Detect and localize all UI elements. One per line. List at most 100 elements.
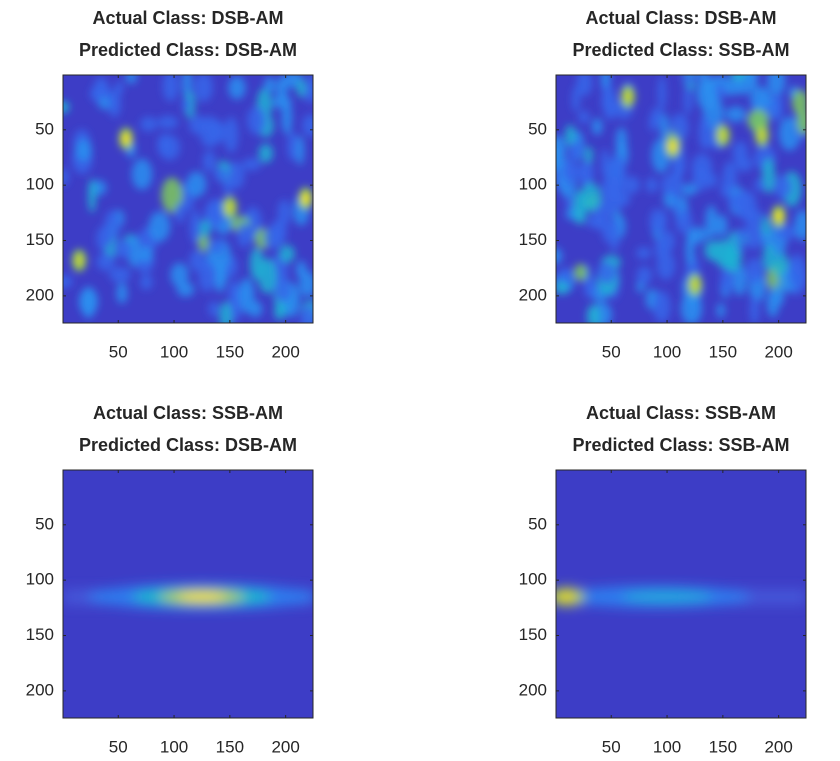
axes-image [63,470,313,718]
axes-box [555,74,807,324]
texture-blob [140,116,158,132]
texture-blob [681,75,698,85]
texture-blob [258,258,277,294]
texture-blob [237,222,252,248]
texture-blob [585,275,597,297]
x-tick-label: 100 [160,342,188,361]
texture-blob [749,294,760,323]
texture-blob [556,591,577,602]
texture-blob [608,155,626,185]
texture-blob [139,274,153,290]
texture-blob [75,139,93,162]
texture-blob [705,205,718,239]
texture-blob [301,192,310,205]
y-tick-label: 100 [26,175,54,194]
x-tick-label: 200 [271,737,299,756]
texture-blob [122,132,131,145]
texture-blob [556,247,563,265]
texture-blob [177,591,226,602]
texture-blob [212,208,228,222]
y-tick-label: 200 [519,680,547,699]
texture-blob [584,146,594,164]
texture-blob [273,303,286,321]
y-tick-label: 50 [528,514,547,533]
y-tick-label: 150 [519,230,547,249]
x-tick-label: 100 [653,342,681,361]
texture-blob [63,100,70,114]
y-tick-label: 50 [35,119,54,138]
texture-blob [139,245,154,263]
texture-blob [732,141,748,165]
x-tick-label: 50 [109,737,128,756]
texture-blob [716,302,726,319]
texture-blob [720,182,729,198]
texture-blob [661,173,683,196]
x-tick-label: 150 [216,737,244,756]
texture-blob [794,209,806,241]
texture-blob [116,282,128,304]
texture-blob [238,277,255,314]
texture-blob [670,113,689,141]
texture-blob [591,118,603,136]
texture-blob [170,262,189,287]
axes-box [555,469,807,719]
texture-blob [242,158,261,171]
y-tick-label: 200 [519,285,547,304]
image-texture [63,583,313,610]
texture-blob [108,90,121,118]
texture-blob [573,263,588,281]
texture-blob [636,266,652,285]
chart-title: Predicted Class: SSB-AM [572,435,789,455]
texture-blob [75,254,84,267]
y-tick-label: 100 [26,570,54,589]
axes-box [62,469,314,719]
y-tick-label: 50 [35,514,54,533]
texture-blob [207,239,225,253]
texture-blob [298,271,313,297]
texture-blob [723,78,743,96]
texture-blob [114,239,134,259]
texture-blob [181,97,191,112]
texture-blob [246,106,267,135]
texture-blob [580,182,601,212]
texture-blob [63,168,69,186]
y-tick-label: 150 [26,625,54,644]
texture-blob [757,129,766,142]
chart-title: Predicted Class: DSB-AM [79,40,297,60]
texture-blob [96,252,115,271]
texture-blob [622,176,641,194]
texture-blob [675,209,693,234]
texture-blob [225,161,245,190]
texture-blob [720,265,733,295]
texture-blob [131,158,153,190]
axes-image [556,470,806,718]
texture-blob [264,76,276,94]
texture-blob [225,201,234,214]
y-tick-label: 50 [528,119,547,138]
texture-blob [296,135,305,166]
texture-blob [745,257,764,284]
image-texture [556,585,806,608]
texture-blob [683,84,693,115]
texture-blob [189,250,205,272]
texture-blob [189,209,201,244]
texture-blob [706,173,718,188]
x-tick-label: 200 [764,342,792,361]
texture-blob [568,139,582,160]
texture-blob [176,282,195,297]
texture-blob [615,127,628,155]
texture-blob [277,199,291,227]
texture-blob [735,190,757,221]
texture-blob [691,153,713,182]
texture-blob [744,218,763,250]
texture-blob [771,90,783,122]
texture-blob [556,281,569,295]
x-tick-label: 50 [109,342,128,361]
texture-blob [296,79,306,98]
texture-blob [766,289,780,318]
texture-blob [213,167,229,182]
texture-blob [622,590,713,603]
x-tick-label: 50 [602,737,621,756]
x-tick-label: 150 [709,342,737,361]
texture-blob [223,116,239,153]
